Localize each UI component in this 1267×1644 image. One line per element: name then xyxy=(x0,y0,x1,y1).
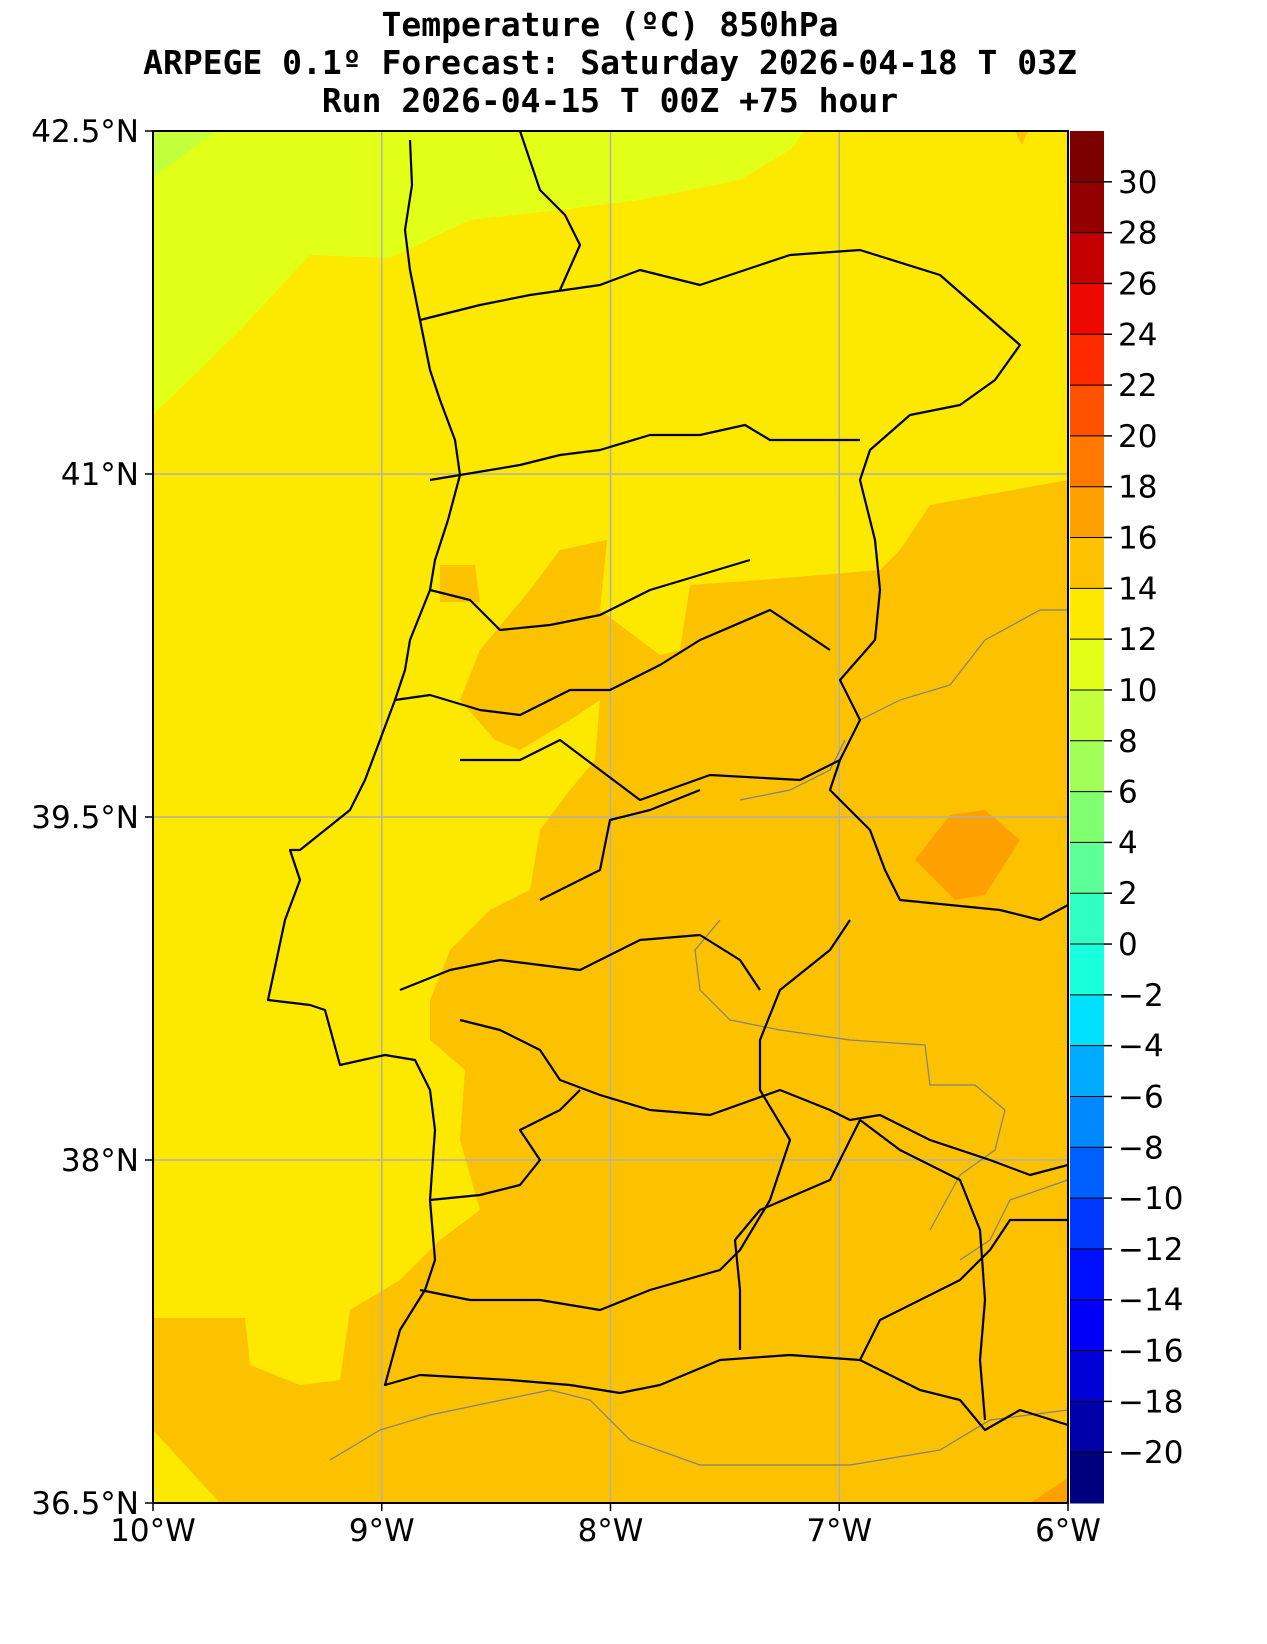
chart-title-line-3: Run 2026-04-15 T 00Z +75 hour xyxy=(321,81,899,120)
y-tick-label: 39.5°N xyxy=(31,800,139,836)
region-border xyxy=(399,933,761,992)
region-border xyxy=(459,1018,1068,1177)
province-boundary xyxy=(694,919,1006,1231)
colorbar-tick-label: −18 xyxy=(1118,1384,1183,1420)
colorbar-tick-label: 22 xyxy=(1118,368,1157,404)
colorbar-bin xyxy=(1070,1045,1104,1097)
colorbar-tick-label: 28 xyxy=(1118,216,1157,252)
colorbar: 302826242220181614121086420−2−4−6−8−10−1… xyxy=(1070,131,1183,1504)
colorbar-tick-label: 18 xyxy=(1118,470,1157,506)
colorbar-bin xyxy=(1070,435,1104,488)
colorbar-tick-label: 4 xyxy=(1118,825,1138,861)
colorbar-tick-label: 10 xyxy=(1118,673,1157,709)
region-border xyxy=(859,1218,1068,1361)
coastline xyxy=(266,139,1068,1432)
colorbar-bin xyxy=(1070,1248,1104,1301)
province-boundary xyxy=(739,739,846,801)
colorbar-bin xyxy=(1070,1198,1104,1250)
colorbar-bin xyxy=(1070,588,1104,640)
y-tick-label: 38°N xyxy=(61,1143,139,1179)
colorbar-bin xyxy=(1070,334,1104,386)
colorbar-bin xyxy=(1070,385,1104,437)
colorbar-bin xyxy=(1070,689,1104,742)
contour-10-12 xyxy=(153,131,805,415)
x-tick-label: 8°W xyxy=(578,1513,644,1549)
y-tick-label: 36.5°N xyxy=(31,1486,139,1522)
region-border xyxy=(429,423,860,482)
colorbar-bin xyxy=(1070,1096,1104,1148)
chart-title-line-1: Temperature (ºC) 850hPa xyxy=(381,5,839,44)
colorbar-bin xyxy=(1070,893,1104,945)
colorbar-bin xyxy=(1070,486,1104,539)
colorbar-bin xyxy=(1070,131,1104,183)
colorbar-bin xyxy=(1070,283,1104,335)
colorbar-tick-label: −16 xyxy=(1118,1334,1183,1370)
colorbar-bin xyxy=(1070,232,1104,284)
colorbar-tick-label: 24 xyxy=(1118,317,1157,353)
colorbar-tick-label: 2 xyxy=(1118,876,1138,912)
colorbar-tick-label: −2 xyxy=(1118,978,1164,1014)
contour-8-10 xyxy=(153,131,215,178)
colorbar-bin xyxy=(1070,740,1104,793)
colorbar-bin xyxy=(1070,791,1104,843)
colorbar-tick-label: 14 xyxy=(1118,571,1157,607)
contour-14-16-patch xyxy=(1015,131,1028,145)
y-tick-label: 42.5°N xyxy=(31,114,139,150)
colorbar-tick-label: 20 xyxy=(1118,419,1157,455)
colorbar-bin xyxy=(1070,181,1104,234)
colorbar-bin xyxy=(1070,537,1104,589)
colorbar-bin xyxy=(1070,639,1104,691)
colorbar-bin xyxy=(1070,1401,1104,1453)
colorbar-bin xyxy=(1070,1350,1104,1402)
chart-title-line-2: ARPEGE 0.1º Forecast: Saturday 2026-04-1… xyxy=(143,43,1077,82)
colorbar-tick-label: −6 xyxy=(1118,1079,1164,1115)
x-tick-label: 9°W xyxy=(349,1513,415,1549)
colorbar-tick-label: −14 xyxy=(1118,1283,1183,1319)
colorbar-bin xyxy=(1070,842,1104,894)
region-border xyxy=(539,788,701,901)
x-tick-label: 10°W xyxy=(110,1513,196,1549)
colorbar-tick-label: 30 xyxy=(1118,165,1157,201)
colorbar-bin xyxy=(1070,1452,1104,1504)
region-border xyxy=(733,1119,861,1350)
international-border xyxy=(419,248,1068,922)
colorbar-bin xyxy=(1070,944,1104,996)
maritime-boundary xyxy=(329,1389,1068,1466)
colorbar-tick-label: −20 xyxy=(1118,1435,1183,1471)
y-tick-label: 41°N xyxy=(61,457,139,493)
colorbar-tick-label: 26 xyxy=(1118,266,1157,302)
contour-16-18 xyxy=(915,810,1020,900)
contour-16-18-corner xyxy=(1030,1478,1068,1503)
region-border xyxy=(460,738,841,802)
region-border xyxy=(859,1119,987,1421)
map-area xyxy=(153,131,1068,1503)
region-border xyxy=(518,131,582,291)
region-border xyxy=(394,608,831,717)
colorbar-tick-label: 16 xyxy=(1118,521,1157,557)
region-border xyxy=(429,1089,581,1202)
colorbar-bin xyxy=(1070,1147,1104,1199)
contour-14-16-patch xyxy=(440,565,480,602)
region-border xyxy=(419,919,851,1312)
colorbar-tick-label: −12 xyxy=(1118,1232,1183,1268)
colorbar-tick-label: −10 xyxy=(1118,1181,1183,1217)
colorbar-tick-label: 0 xyxy=(1118,927,1138,963)
colorbar-tick-label: 12 xyxy=(1118,622,1157,658)
x-tick-label: 6°W xyxy=(1035,1513,1101,1549)
colorbar-bin xyxy=(1070,994,1104,1047)
province-boundary xyxy=(959,1179,1068,1261)
colorbar-tick-label: −8 xyxy=(1118,1130,1164,1166)
colorbar-tick-label: −4 xyxy=(1118,1029,1164,1065)
axes: 10°W 9°W 8°W 7°W 6°W 42.5°N 41°N 39.5°N 38°N 36.5… xyxy=(31,114,1101,1549)
colorbar-tick-label: 8 xyxy=(1118,724,1138,760)
x-tick-label: 7°W xyxy=(806,1513,872,1549)
region-border xyxy=(429,558,751,632)
colorbar-bin xyxy=(1070,1299,1104,1352)
colorbar-tick-label: 6 xyxy=(1118,775,1138,811)
province-boundary xyxy=(859,609,1068,721)
